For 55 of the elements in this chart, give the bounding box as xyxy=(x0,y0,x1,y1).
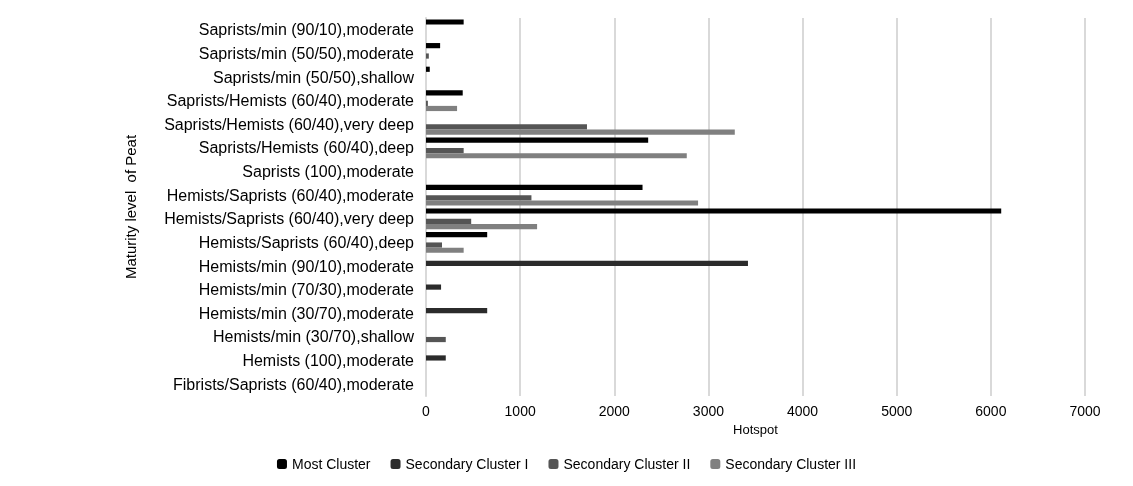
bar xyxy=(426,147,464,154)
x-tick-label: 6000 xyxy=(975,403,1007,419)
bar xyxy=(426,43,441,49)
y-tick-label: Saprists/Hemists (60/40),deep xyxy=(198,139,415,157)
bar xyxy=(426,200,699,206)
y-tick-label: Hemists/min (30/70),shallow xyxy=(213,328,415,346)
y-tick-label: Hemists/min (90/10),moderate xyxy=(198,257,415,275)
bar xyxy=(426,208,1002,214)
x-tick-label: 5000 xyxy=(881,403,913,419)
bar xyxy=(426,195,532,201)
bar xyxy=(426,124,587,130)
y-axis-title: Maturity level of Peat xyxy=(122,134,139,280)
y-tick-label: Hemists/Saprists (60/40),moderate xyxy=(166,186,415,204)
y-tick-label: Saprists (100),moderate xyxy=(242,163,415,181)
bar xyxy=(426,129,735,135)
bar xyxy=(426,153,687,159)
y-tick-label: Saprists/min (90/10),moderate xyxy=(198,21,415,39)
bar xyxy=(426,355,446,361)
bar xyxy=(426,224,538,230)
legend-label: Secondary Cluster III xyxy=(725,456,857,472)
y-tick-label: Saprists/min (50/50),shallow xyxy=(213,68,415,86)
bar xyxy=(426,242,442,248)
x-tick-label: 1000 xyxy=(504,403,536,419)
y-tick-label: Fibrists/Saprists (60/40),moderate xyxy=(173,375,415,393)
x-tick-label: 7000 xyxy=(1069,403,1101,419)
x-tick-label: 0 xyxy=(422,403,431,419)
bar xyxy=(426,232,488,238)
y-tick-label: Hemists/min (30/70),moderate xyxy=(198,304,415,322)
legend-label: Secondary Cluster I xyxy=(405,456,529,472)
x-axis-title: Hotspot xyxy=(733,421,779,437)
y-tick-label: Hemists (100),moderate xyxy=(242,352,415,370)
legend-label: Most Cluster xyxy=(291,456,371,472)
y-tick-label: Saprists/min (50/50),moderate xyxy=(198,44,415,62)
bar xyxy=(426,284,442,290)
bar xyxy=(426,137,649,143)
bar xyxy=(426,184,643,190)
y-tick-label: Saprists/Hemists (60/40),moderate xyxy=(166,92,415,110)
bar xyxy=(426,308,488,314)
bar xyxy=(426,53,429,59)
bar xyxy=(426,105,458,112)
bar xyxy=(426,336,446,343)
y-tick-label: Hemists/Saprists (60/40),deep xyxy=(198,233,415,251)
bar xyxy=(426,90,463,96)
y-tick-label: Saprists/Hemists (60/40),very deep xyxy=(164,115,415,133)
y-tick-label: Hemists/Saprists (60/40),very deep xyxy=(164,210,415,228)
bar xyxy=(426,260,748,267)
bar xyxy=(426,66,430,72)
bar xyxy=(426,247,464,253)
x-tick-label: 2000 xyxy=(598,403,631,419)
bar xyxy=(426,19,464,25)
legend-label: Secondary Cluster II xyxy=(563,456,691,472)
bar xyxy=(426,218,472,225)
x-tick-label: 3000 xyxy=(692,403,725,419)
y-tick-label: Hemists/min (70/30),moderate xyxy=(198,281,415,299)
x-tick-label: 4000 xyxy=(786,403,819,419)
